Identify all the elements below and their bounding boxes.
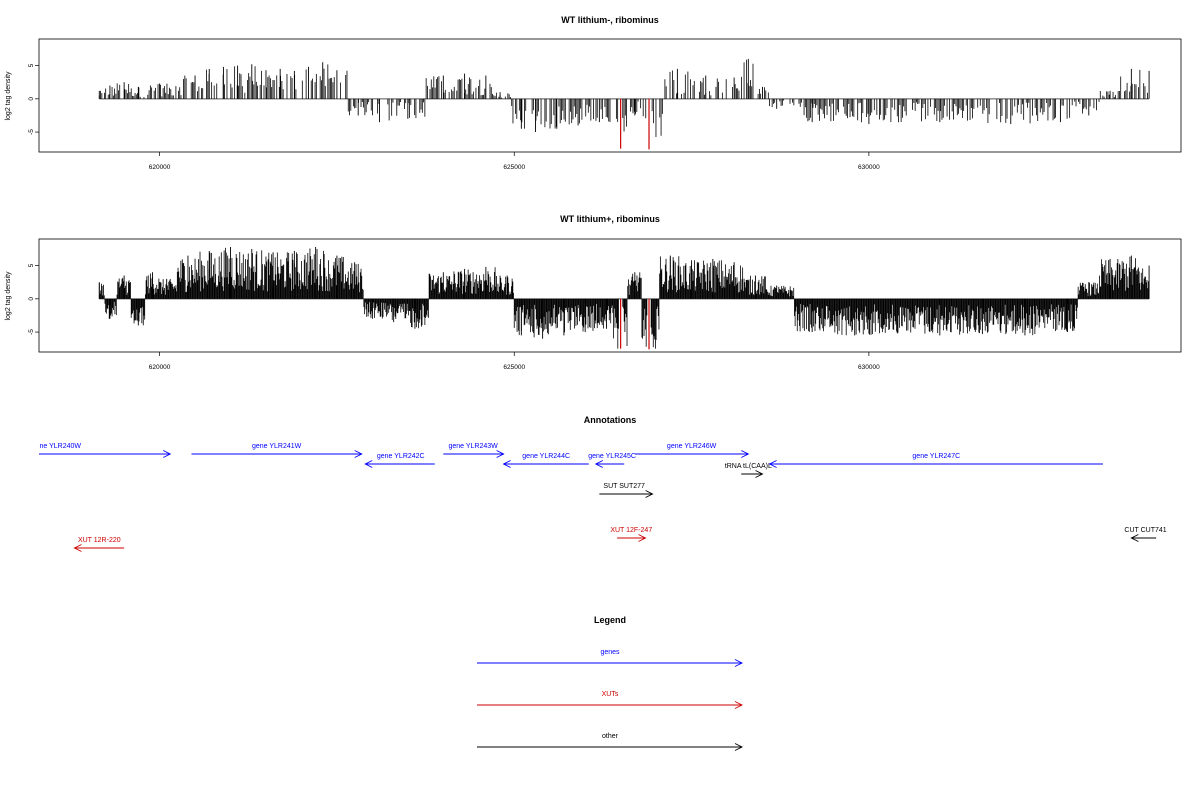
x-tick-label: 620000 bbox=[149, 164, 171, 171]
track-1-axes: -5 0 5 620000 625000 630000 bbox=[28, 63, 880, 171]
track-panel-2: WT lithium+, ribominus log2 tag density … bbox=[5, 214, 1182, 371]
feature-label: XUT 12R-220 bbox=[78, 537, 121, 544]
track-1-bars bbox=[98, 58, 1150, 150]
feature-label: gene YLR247C bbox=[912, 453, 960, 460]
feature-arrowhead bbox=[502, 460, 511, 468]
feature-arrowhead bbox=[638, 534, 647, 542]
feature-label: SUT SUT277 bbox=[603, 483, 645, 490]
track-2-title: WT lithium+, ribominus bbox=[560, 214, 660, 224]
feature-arrowhead bbox=[1130, 534, 1139, 542]
track-panel-1: WT lithium-, ribominus log2 tag density … bbox=[5, 15, 1182, 171]
legend-arrowhead bbox=[734, 701, 744, 709]
feature-arrowhead bbox=[496, 450, 505, 458]
x-tick-label: 625000 bbox=[503, 364, 525, 371]
y-tick-label: -5 bbox=[28, 129, 35, 135]
x-tick-label: 630000 bbox=[858, 364, 880, 371]
feature-arrowhead bbox=[73, 544, 82, 552]
feature-arrowhead bbox=[755, 470, 764, 478]
feature-label: gene YLR243W bbox=[448, 443, 498, 450]
track-1-title: WT lithium-, ribominus bbox=[561, 15, 659, 25]
annotation-features: ne YLR240W gene YLR241W gene YLR242C gene Y… bbox=[39, 443, 1167, 552]
legend-arrowhead bbox=[734, 659, 744, 667]
feature-label: gene YLR245C bbox=[588, 453, 636, 460]
x-tick-label: 620000 bbox=[149, 364, 171, 371]
track-1-frame bbox=[38, 38, 1182, 153]
y-tick-label: 5 bbox=[28, 263, 35, 267]
feature-arrowhead bbox=[354, 450, 363, 458]
legend-label: XUTs bbox=[602, 691, 619, 698]
legend-label: genes bbox=[600, 649, 620, 656]
feature-label: gene YLR242C bbox=[377, 453, 425, 460]
feature-arrowhead bbox=[364, 460, 373, 468]
feature-arrowhead bbox=[741, 450, 750, 458]
y-tick-label: -5 bbox=[28, 329, 35, 335]
track-2-ylabel: log2 tag density bbox=[5, 271, 12, 321]
legend-panel: Legend genes XUTs other bbox=[477, 615, 744, 751]
annotations-title: Annotations bbox=[584, 415, 637, 425]
feature-label: ne YLR240W bbox=[40, 443, 82, 450]
feature-label: gene YLR241W bbox=[252, 443, 302, 450]
feature-label: CUT CUT741 bbox=[1124, 527, 1166, 534]
y-tick-label: 5 bbox=[28, 63, 35, 67]
legend-items: genes XUTs other bbox=[477, 649, 744, 751]
legend-arrowhead bbox=[734, 743, 744, 751]
feature-arrowhead bbox=[645, 490, 654, 498]
track-2-axes: -5 0 5 620000 625000 630000 bbox=[28, 263, 880, 371]
y-tick-label: 0 bbox=[28, 297, 35, 301]
legend-title: Legend bbox=[594, 615, 626, 625]
feature-label: XUT 12F-247 bbox=[610, 527, 652, 534]
feature-label: gene YLR246W bbox=[667, 443, 717, 450]
legend-label: other bbox=[602, 733, 619, 740]
feature-arrowhead bbox=[163, 450, 172, 458]
y-tick-label: 0 bbox=[28, 97, 35, 101]
feature-arrowhead bbox=[768, 460, 777, 468]
feature-label: tRNA tL(CAA)L bbox=[725, 463, 772, 470]
feature-label: gene YLR244C bbox=[522, 453, 570, 460]
track-2-frame bbox=[38, 238, 1182, 353]
track-1-ylabel: log2 tag density bbox=[5, 71, 12, 121]
x-tick-label: 625000 bbox=[503, 164, 525, 171]
track-2-bars bbox=[98, 246, 1150, 350]
x-tick-label: 630000 bbox=[858, 164, 880, 171]
annotations-panel: Annotations ne YLR240W gene YLR241W gene Y… bbox=[39, 415, 1167, 552]
feature-arrowhead bbox=[594, 460, 604, 468]
